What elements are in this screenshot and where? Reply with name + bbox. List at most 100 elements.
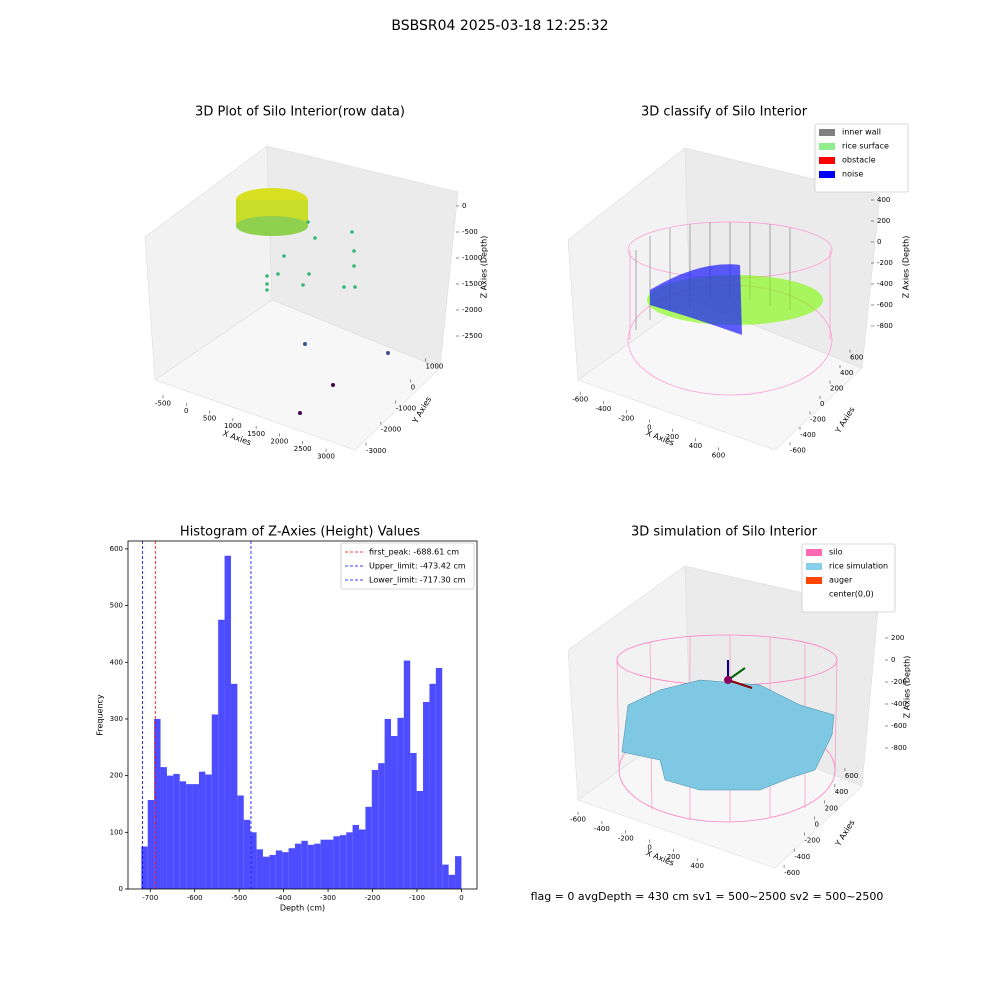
bar <box>397 717 404 889</box>
y-tick-label: 0 <box>820 400 824 408</box>
y-tick-label: 200 <box>825 804 838 812</box>
y-tick-label: 400 <box>110 658 123 666</box>
point <box>282 254 286 258</box>
x-tick-label: 400 <box>689 442 702 450</box>
y-tick-label: 100 <box>110 828 123 836</box>
point <box>353 285 357 289</box>
bar <box>282 852 289 889</box>
point <box>313 236 317 240</box>
center <box>724 676 732 684</box>
bar <box>173 773 180 889</box>
z-tick-label: -1500 <box>462 280 482 288</box>
bar <box>218 619 225 889</box>
legend-swatch <box>819 171 835 178</box>
z-tick-label: -600 <box>891 722 907 730</box>
x-tick-label: 3000 <box>317 453 335 461</box>
y-tick-label: 200 <box>830 385 843 393</box>
bar <box>198 771 206 889</box>
bar <box>141 846 148 889</box>
legend-swatch <box>806 563 822 570</box>
chart-title: Histogram of Z-Axies (Height) Values <box>180 525 420 540</box>
bar <box>326 839 334 889</box>
chart-title: 3D simulation of Silo Interior <box>631 525 818 540</box>
x-tick-label: -400 <box>595 405 611 413</box>
bar <box>423 701 430 889</box>
x-tick-label: -200 <box>365 894 381 902</box>
y-tick-label: 600 <box>850 354 863 362</box>
x-tick-label: -700 <box>142 894 158 902</box>
bar <box>416 790 424 889</box>
bar <box>359 829 366 889</box>
y-tick-label: 500 <box>110 602 123 610</box>
point <box>307 272 311 276</box>
bar <box>230 683 238 889</box>
y-axis-label: Frequency <box>96 694 105 736</box>
x-axis-label: X Axies <box>645 428 676 447</box>
pane <box>154 299 441 451</box>
legend-swatch <box>806 577 822 584</box>
bar <box>166 775 174 889</box>
y-tick-label: 300 <box>110 715 123 723</box>
x-tick-label: 0 <box>647 424 651 432</box>
bar <box>352 824 360 889</box>
x-tick-label: 600 <box>712 451 725 459</box>
x-tick-label: 2000 <box>271 437 289 445</box>
legend-label: center(0,0) <box>829 590 874 599</box>
bar <box>250 832 257 889</box>
x-tick-label: -400 <box>276 894 292 902</box>
x-tick-label: 500 <box>203 415 216 423</box>
simulation <box>616 634 838 823</box>
y-tick-label: -600 <box>790 446 806 454</box>
bar <box>391 735 398 889</box>
bar <box>294 843 302 889</box>
plot-frame <box>127 540 478 890</box>
y-tick-label: 400 <box>840 369 853 377</box>
x-tick-label: -600 <box>187 894 203 902</box>
x-tick-label: -400 <box>594 825 610 833</box>
point <box>265 274 269 278</box>
rice-surface <box>621 679 835 791</box>
bar <box>365 806 372 889</box>
legend-box <box>814 123 909 193</box>
inner-wall <box>635 222 791 330</box>
cloud-raw <box>236 188 390 415</box>
bar <box>371 769 379 889</box>
footer: flag = 0 avgDepth = 430 cm sv1 = 500~250… <box>531 890 884 903</box>
z-tick-label: 200 <box>891 634 904 642</box>
legend-label: Lower_limit: -717.30 cm <box>369 576 466 585</box>
legend-label: inner wall <box>842 128 881 137</box>
bar <box>346 832 353 889</box>
z-tick-label: -800 <box>891 744 907 752</box>
y-axis-label: Y Axies <box>833 405 857 435</box>
y-tick-label: 400 <box>835 788 848 796</box>
x-tick-label: -200 <box>618 834 634 842</box>
bar <box>403 660 411 889</box>
z-tick-label: -400 <box>891 700 907 708</box>
bar <box>378 763 385 889</box>
bar <box>211 714 219 889</box>
z-axis-label: Z Axies (Depth) <box>480 236 489 299</box>
z-tick-label: 200 <box>877 217 890 225</box>
point <box>265 288 269 292</box>
bar <box>237 795 244 889</box>
bar <box>314 843 321 889</box>
x-tick-label: -200 <box>618 414 634 422</box>
z-tick-label: -200 <box>877 259 893 267</box>
x-tick-label: -100 <box>409 894 425 902</box>
bar <box>224 555 231 889</box>
point <box>276 272 280 276</box>
bar <box>269 854 276 889</box>
bar <box>179 781 187 889</box>
legend-swatch <box>806 549 822 556</box>
legend-label: rice simulation <box>829 562 888 571</box>
legend-swatch <box>819 157 835 164</box>
z-tick-label: -1000 <box>462 254 482 262</box>
bar <box>186 784 193 889</box>
legend-box <box>801 543 896 613</box>
legend-label: auger <box>829 576 853 585</box>
y-tick-label: 600 <box>110 545 123 553</box>
bar <box>410 752 417 889</box>
legend-label: obstacle <box>842 156 876 165</box>
y-tick-label: -1000 <box>396 405 416 413</box>
